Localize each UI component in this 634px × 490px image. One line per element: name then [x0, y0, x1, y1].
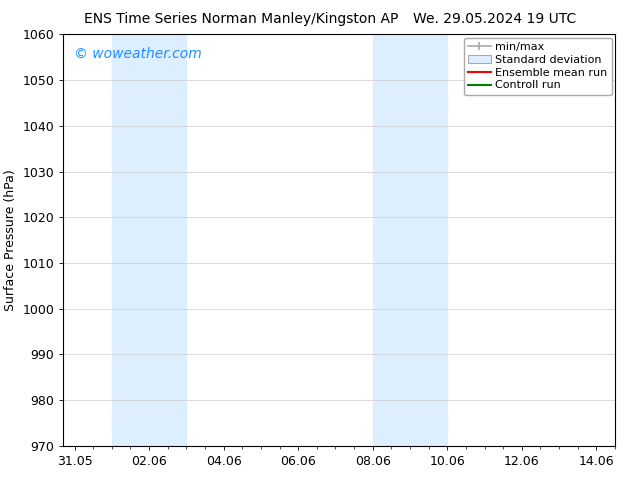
Title: ENS Time Series Norman Manley/Kingston AP      We. 29.05.2024 19 UTC: ENS Time Series Norman Manley/Kingston A…: [0, 489, 1, 490]
Bar: [149, 34, 186, 446]
Text: ENS Time Series Norman Manley/Kingston AP: ENS Time Series Norman Manley/Kingston A…: [84, 12, 398, 26]
Y-axis label: Surface Pressure (hPa): Surface Pressure (hPa): [4, 169, 17, 311]
Text: © woweather.com: © woweather.com: [74, 47, 202, 61]
Bar: [410, 34, 447, 446]
Bar: [112, 34, 149, 446]
Text: We. 29.05.2024 19 UTC: We. 29.05.2024 19 UTC: [413, 12, 576, 26]
Legend: min/max, Standard deviation, Ensemble mean run, Controll run: min/max, Standard deviation, Ensemble me…: [464, 38, 612, 95]
Bar: [373, 34, 410, 446]
